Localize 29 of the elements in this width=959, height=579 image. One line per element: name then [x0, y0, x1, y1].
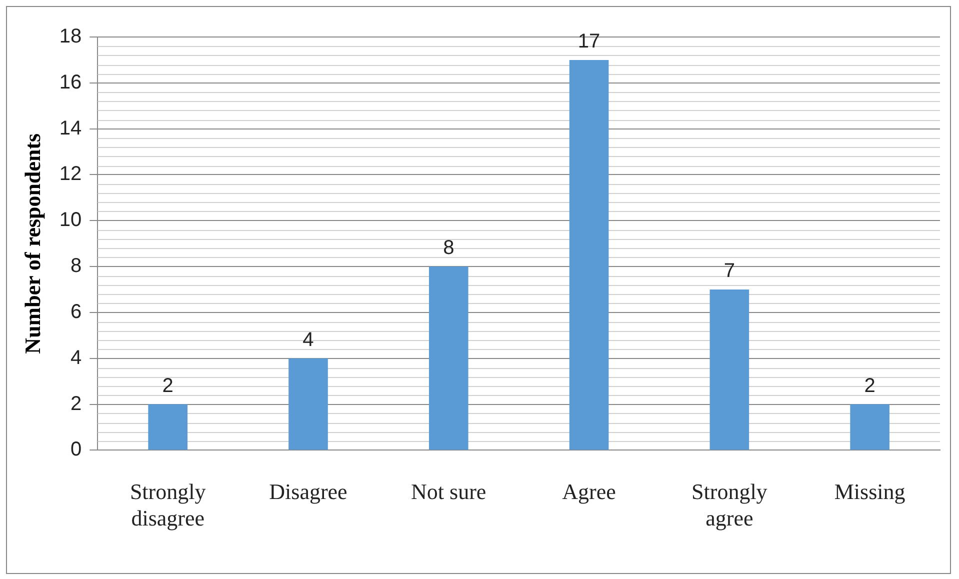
data-label: 4 — [302, 328, 314, 351]
data-label: 17 — [578, 30, 600, 52]
y-tick-label: 10 — [59, 209, 82, 232]
data-label: 2 — [162, 374, 174, 397]
x-tick-label: Strongly agree — [692, 479, 768, 531]
bar — [428, 266, 468, 450]
data-label: 8 — [443, 237, 454, 260]
data-label: 2 — [864, 374, 876, 397]
y-tick-label: 2 — [70, 392, 82, 415]
bar — [850, 404, 890, 450]
y-tick-label: 16 — [59, 71, 82, 94]
bar — [148, 404, 188, 450]
bar — [569, 60, 609, 450]
x-tick-label: Agree — [562, 479, 616, 504]
y-tick-label: 18 — [59, 26, 82, 48]
x-tick-label: Disagree — [269, 479, 348, 504]
x-tick-label: Strongly disagree — [130, 479, 206, 531]
y-tick-label: 8 — [70, 255, 82, 278]
y-axis-title: Number of respondents — [20, 132, 45, 354]
bar — [710, 290, 750, 450]
y-tick-label: 4 — [70, 346, 82, 369]
bar — [288, 358, 328, 450]
x-tick-label: Not sure — [411, 479, 486, 504]
y-tick-label: 6 — [70, 300, 82, 323]
x-tick-label: Missing — [834, 479, 906, 504]
y-tick-label: 14 — [59, 117, 82, 140]
y-tick-label: 0 — [70, 438, 82, 461]
data-label: 7 — [724, 260, 735, 282]
y-tick-label: 12 — [59, 163, 82, 186]
